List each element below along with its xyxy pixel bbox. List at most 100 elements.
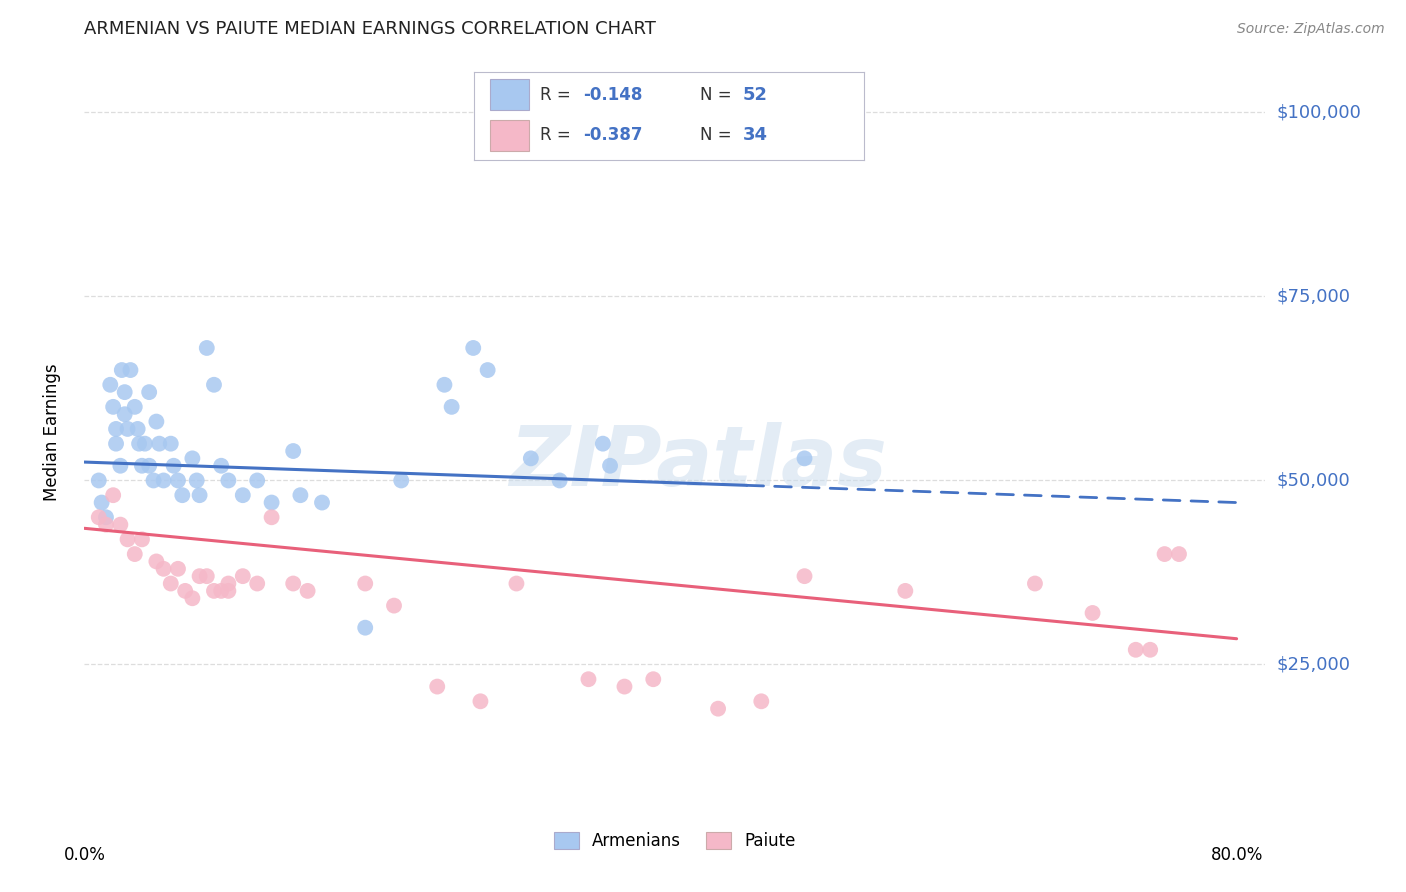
Point (87, 474, 110, 488)
Point (159, 576, 181, 591)
Point (90, 495, 112, 509)
Legend: Armenians, Paiute: Armenians, Paiute (547, 825, 803, 856)
Point (117, 533, 139, 547)
Point (94, 517, 117, 532)
Point (470, 694, 492, 708)
Point (217, 576, 239, 591)
Point (283, 444, 305, 458)
Point (186, 474, 208, 488)
Point (894, 583, 917, 598)
Point (110, 458, 132, 473)
Text: $75,000: $75,000 (1277, 287, 1351, 305)
Point (172, 488, 194, 502)
Point (389, 474, 412, 488)
Point (290, 488, 312, 502)
Point (120, 363, 142, 377)
Point (260, 495, 283, 509)
Text: 80.0%: 80.0% (1211, 846, 1263, 863)
Text: $100,000: $100,000 (1277, 103, 1361, 121)
Text: Source: ZipAtlas.com: Source: ZipAtlas.com (1237, 22, 1385, 37)
Point (163, 458, 186, 473)
Point (117, 422, 139, 436)
Point (477, 363, 499, 377)
Point (232, 488, 254, 502)
Point (138, 385, 160, 400)
Point (283, 576, 305, 591)
Point (578, 672, 600, 686)
Point (354, 576, 377, 591)
Point (131, 533, 153, 547)
Point (188, 569, 211, 583)
Point (1139, 642, 1161, 657)
Point (138, 458, 160, 473)
Point (152, 474, 174, 488)
Point (793, 569, 815, 583)
Point (142, 474, 165, 488)
Point (202, 583, 225, 598)
Point (167, 474, 190, 488)
Point (94, 510, 117, 524)
Point (1153, 547, 1175, 561)
Point (260, 510, 283, 524)
Point (382, 599, 405, 613)
Point (152, 562, 174, 576)
Point (181, 451, 204, 466)
Point (159, 436, 181, 450)
Point (548, 474, 571, 488)
Point (131, 458, 153, 473)
Point (1081, 606, 1104, 620)
Point (101, 400, 124, 414)
Point (209, 458, 232, 473)
Point (297, 583, 319, 598)
Point (520, 451, 543, 466)
Point (195, 569, 218, 583)
Point (188, 488, 211, 502)
Point (114, 385, 136, 400)
Point (105, 422, 128, 436)
Text: $25,000: $25,000 (1277, 656, 1351, 673)
Point (793, 451, 815, 466)
Point (232, 569, 254, 583)
Point (114, 407, 136, 421)
Point (1168, 547, 1191, 561)
Point (599, 458, 621, 473)
Text: ZIPatlas: ZIPatlas (509, 423, 887, 503)
Point (1024, 576, 1046, 591)
Point (148, 436, 170, 450)
Point (592, 436, 614, 450)
Point (707, 701, 730, 715)
Point (643, 672, 665, 686)
Point (202, 377, 225, 392)
Point (749, 694, 772, 708)
Point (181, 591, 204, 606)
Point (217, 583, 239, 598)
Point (195, 341, 218, 355)
Point (145, 554, 167, 568)
Point (128, 436, 150, 450)
Point (246, 474, 269, 488)
Point (426, 680, 449, 694)
Point (354, 621, 377, 635)
Text: $50,000: $50,000 (1277, 472, 1350, 490)
Point (217, 474, 239, 488)
Point (124, 547, 146, 561)
Point (209, 583, 232, 598)
Point (246, 576, 269, 591)
Point (134, 436, 156, 450)
Point (440, 400, 463, 414)
Point (111, 363, 134, 377)
Point (505, 576, 527, 591)
Point (98, 377, 121, 392)
Point (463, 341, 485, 355)
Text: ARMENIAN VS PAIUTE MEDIAN EARNINGS CORRELATION CHART: ARMENIAN VS PAIUTE MEDIAN EARNINGS CORRE… (84, 21, 657, 38)
Point (127, 422, 149, 436)
Point (124, 400, 146, 414)
Point (433, 377, 456, 392)
Point (174, 583, 197, 598)
Point (110, 517, 132, 532)
Point (167, 562, 190, 576)
Point (87, 510, 110, 524)
Point (105, 436, 128, 450)
Point (1125, 642, 1147, 657)
Point (311, 495, 333, 509)
